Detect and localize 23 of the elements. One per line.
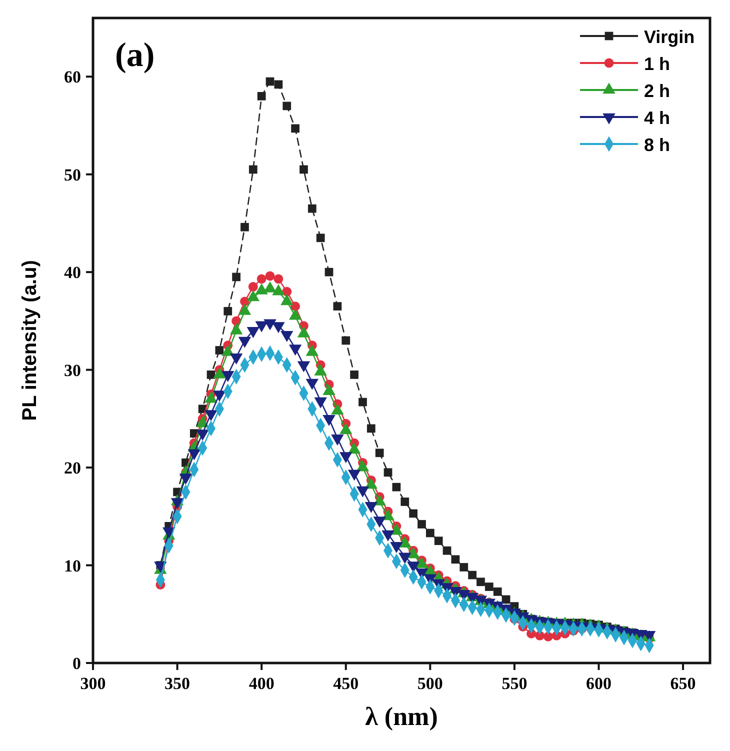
y-tick-label: 60 [64, 68, 81, 87]
x-tick-label: 500 [417, 674, 443, 693]
x-tick-label: 450 [333, 674, 359, 693]
x-tick-label: 300 [80, 674, 106, 693]
y-tick-label: 0 [72, 654, 81, 673]
y-tick-label: 50 [64, 165, 81, 184]
legend-label: 2 h [644, 81, 670, 101]
y-tick-label: 10 [64, 556, 81, 576]
y-tick-label: 20 [64, 458, 81, 478]
x-tick-label: 550 [502, 674, 528, 693]
x-tick-label: 400 [248, 674, 274, 693]
x-tick-label: 600 [586, 674, 612, 693]
y-axis-title: PL intensity (a.u) [19, 260, 41, 421]
annotation: (a) [115, 37, 155, 74]
x-tick-label: 650 [670, 674, 696, 693]
legend-label: 8 h [644, 135, 670, 155]
y-tick-label: 30 [64, 360, 81, 380]
legend-label: 4 h [644, 108, 670, 128]
x-axis-title: λ (nm) [365, 702, 438, 731]
y-tick-label: 40 [64, 263, 81, 282]
legend-label: Virgin [644, 27, 695, 47]
legend-label: 1 h [644, 54, 670, 74]
x-tick-label: 350 [164, 674, 190, 693]
